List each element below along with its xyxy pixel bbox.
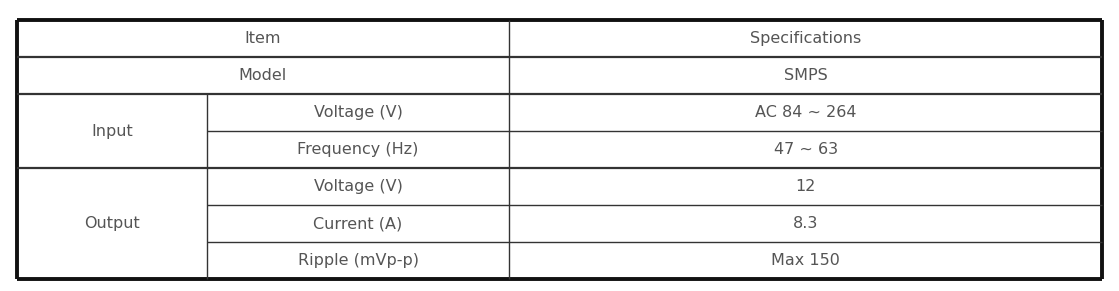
Text: Voltage (V): Voltage (V): [313, 105, 403, 120]
Text: Output: Output: [84, 216, 140, 231]
Text: Model: Model: [238, 68, 288, 83]
Text: Current (A): Current (A): [313, 216, 403, 231]
Text: SMPS: SMPS: [783, 68, 828, 83]
Text: Specifications: Specifications: [750, 31, 862, 46]
Text: 12: 12: [796, 179, 816, 194]
Text: Ripple (mVp-p): Ripple (mVp-p): [298, 253, 419, 268]
Text: 8.3: 8.3: [793, 216, 818, 231]
Text: AC 84 ~ 264: AC 84 ~ 264: [755, 105, 856, 120]
Text: Item: Item: [245, 31, 281, 46]
Text: 47 ~ 63: 47 ~ 63: [773, 142, 838, 157]
Text: Frequency (Hz): Frequency (Hz): [298, 142, 419, 157]
Text: Input: Input: [91, 124, 133, 139]
Text: Max 150: Max 150: [771, 253, 840, 268]
Text: Voltage (V): Voltage (V): [313, 179, 403, 194]
